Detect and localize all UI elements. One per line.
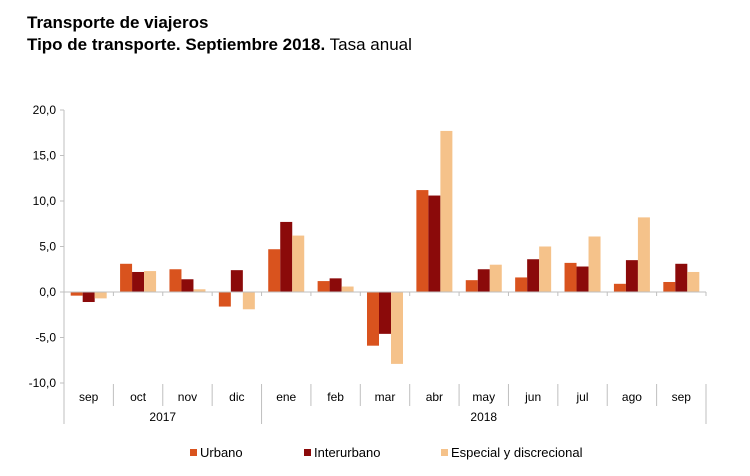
bar-interurbano-ago-11 bbox=[625, 260, 638, 292]
bar-urbano-jun-9 bbox=[515, 277, 528, 292]
x-tick-label: mar bbox=[375, 390, 396, 404]
chart-title: Transporte de viajeros bbox=[27, 13, 209, 32]
x-tick-label: abr bbox=[426, 390, 443, 404]
legend-item-interurbano: Interurbano bbox=[304, 445, 381, 460]
x-tick-label: dic bbox=[229, 390, 244, 404]
axes bbox=[60, 109, 707, 424]
x-tick-label: jul bbox=[576, 390, 589, 404]
chart-subtitle: Tipo de transporte. Septiembre 2018. Tas… bbox=[27, 34, 412, 56]
legend-item-especial: Especial y discrecional bbox=[441, 445, 583, 460]
x-tick-label: nov bbox=[178, 390, 197, 404]
bar-especial-y-discrecional-jun-9 bbox=[539, 246, 552, 292]
bar-interurbano-dic-3 bbox=[230, 270, 243, 292]
x-tick-label: feb bbox=[327, 390, 344, 404]
bar-especial-y-discrecional-ago-11 bbox=[637, 217, 650, 292]
bar-especial-y-discrecional-oct-1 bbox=[144, 271, 157, 292]
bar-interurbano-abr-7 bbox=[428, 195, 441, 292]
bar-urbano-mar-6 bbox=[367, 292, 379, 346]
bar-interurbano-oct-1 bbox=[132, 271, 145, 292]
legend: Urbano Interurbano Especial y discrecion… bbox=[0, 445, 750, 463]
bar-interurbano-nov-2 bbox=[181, 279, 194, 292]
y-tick-label: -5,0 bbox=[35, 331, 56, 345]
x-tick-label: ago bbox=[622, 390, 642, 404]
bar-urbano-dic-3 bbox=[218, 292, 231, 307]
subtitle-bold: Tipo de transporte. Septiembre 2018. bbox=[27, 35, 326, 54]
legend-label-especial: Especial y discrecional bbox=[451, 445, 583, 460]
bar-especial-y-discrecional-nov-2 bbox=[193, 289, 206, 292]
legend-swatch-interurbano bbox=[304, 449, 311, 456]
bar-interurbano-may-8 bbox=[477, 269, 490, 292]
bar-interurbano-jul-10 bbox=[576, 266, 589, 292]
bars bbox=[70, 130, 700, 364]
x-tick-label: jun bbox=[524, 390, 541, 404]
labels: 20,0 15,0 10,0 5,0 0,0 -5,0 -10,0 sep oct nov dic e… bbox=[29, 103, 692, 424]
legend-swatch-urbano bbox=[190, 449, 197, 456]
bar-urbano-ene-4 bbox=[268, 249, 281, 292]
legend-label-interurbano: Interurbano bbox=[314, 445, 381, 460]
bar-urbano-ago-11 bbox=[613, 283, 626, 292]
bar-especial-y-discrecional-dic-3 bbox=[242, 292, 255, 310]
legend-swatch-especial bbox=[441, 449, 448, 456]
bar-urbano-nov-2 bbox=[169, 269, 182, 292]
bar-especial-y-discrecional-may-8 bbox=[489, 264, 502, 292]
bar-interurbano-jun-9 bbox=[527, 259, 540, 292]
y-tick-label: 15,0 bbox=[33, 149, 57, 163]
x-tick-label: oct bbox=[130, 390, 147, 404]
y-tick-label: 0,0 bbox=[39, 285, 56, 299]
bar-urbano-abr-7 bbox=[416, 190, 429, 292]
y-tick-label: 10,0 bbox=[33, 194, 57, 208]
x-tick-label: ene bbox=[276, 390, 296, 404]
y-tick-label: 5,0 bbox=[39, 240, 56, 254]
year-label: 2018 bbox=[470, 410, 497, 424]
bar-especial-y-discrecional-mar-6 bbox=[391, 292, 403, 364]
x-tick-label: sep bbox=[672, 390, 692, 404]
bar-urbano-feb-5 bbox=[317, 281, 330, 292]
x-tick-label: may bbox=[472, 390, 495, 404]
bar-especial-y-discrecional-abr-7 bbox=[440, 130, 453, 292]
bar-urbano-sep-12 bbox=[663, 281, 676, 292]
bar-urbano-sep-0 bbox=[70, 292, 83, 296]
bar-urbano-jul-10 bbox=[564, 262, 577, 292]
bar-interurbano-ene-4 bbox=[280, 221, 293, 292]
bar-especial-y-discrecional-ene-4 bbox=[292, 235, 305, 292]
subtitle-normal: Tasa anual bbox=[329, 35, 412, 54]
bar-urbano-oct-1 bbox=[120, 263, 133, 292]
legend-label-urbano: Urbano bbox=[200, 445, 243, 460]
bar-interurbano-feb-5 bbox=[329, 278, 342, 292]
y-tick-label: -10,0 bbox=[29, 376, 57, 390]
bar-urbano-may-8 bbox=[465, 280, 478, 292]
bar-interurbano-mar-6 bbox=[379, 292, 391, 334]
y-tick-label: 20,0 bbox=[33, 103, 57, 117]
bar-interurbano-sep-12 bbox=[675, 263, 688, 292]
year-label: 2017 bbox=[149, 410, 176, 424]
bar-interurbano-sep-0 bbox=[82, 292, 95, 303]
bar-especial-y-discrecional-sep-0 bbox=[94, 292, 107, 299]
x-tick-label: sep bbox=[79, 390, 99, 404]
legend-item-urbano: Urbano bbox=[190, 445, 243, 460]
bar-especial-y-discrecional-feb-5 bbox=[341, 286, 354, 292]
bar-especial-y-discrecional-jul-10 bbox=[588, 236, 601, 292]
bar-especial-y-discrecional-sep-12 bbox=[687, 271, 700, 292]
